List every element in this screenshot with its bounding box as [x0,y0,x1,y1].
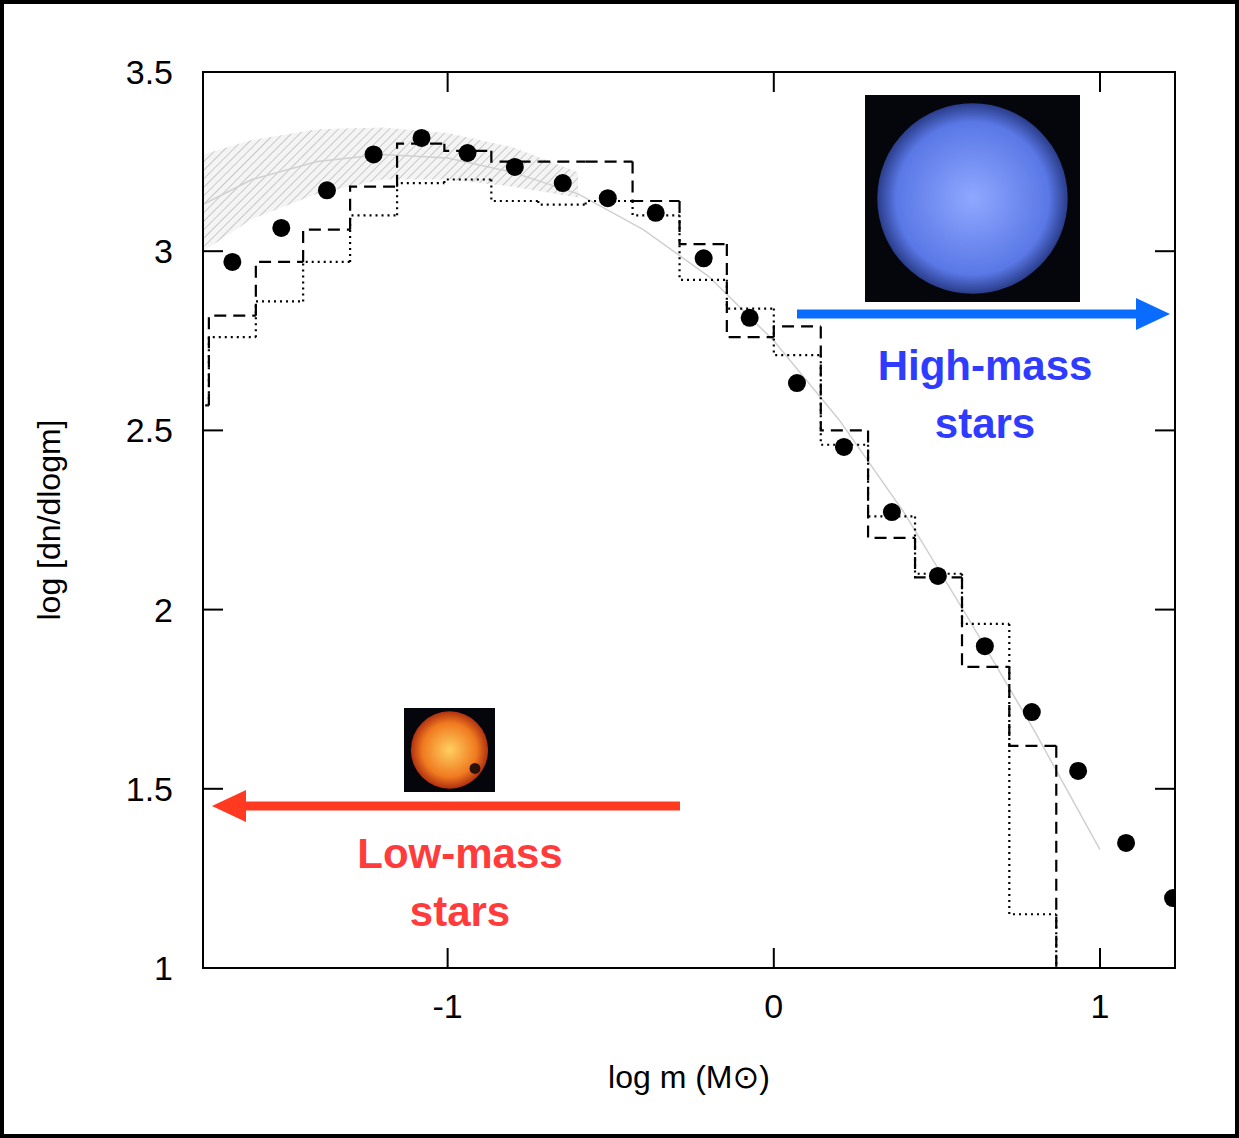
y-tick [1155,429,1175,431]
histogram-step [303,230,350,262]
star-icon-bg [404,708,495,792]
planet-icon [470,763,481,774]
plot-frame [203,72,1175,968]
y-tick [203,71,223,73]
data-point [976,637,994,655]
histogram-step [821,326,868,430]
data-point [459,144,477,162]
histogram-step [727,244,774,337]
data-point [1069,762,1087,780]
x-axis-title: log m (M⊙) [608,1059,770,1095]
histogram-step [209,316,256,406]
data-point [506,158,524,176]
histogram-edge [1055,746,1057,968]
histogram-step [397,144,444,187]
histogram-step [633,162,680,201]
y-tick-label: 1.5 [126,770,173,808]
histogram-step [1009,667,1056,746]
histogram-step [774,326,821,337]
x-tick [773,948,775,968]
data-point [554,174,572,192]
histogram-step [350,187,397,230]
star-icon [411,711,488,788]
data-point [1023,703,1041,721]
x-tick [447,948,449,968]
y-tick [203,429,223,431]
data-point [272,219,290,237]
star-icon [877,103,1067,293]
histogram-step [1009,624,1056,914]
histogram-step [538,201,585,205]
data-point [835,438,853,456]
data-point [365,145,383,163]
histogram-step [397,183,444,215]
histogram-step [586,161,633,163]
histogram-step [868,430,915,538]
chart: -1 0 1 1 1.5 2 2.5 3 3.5 log m (M⊙) log [dn/dlogm]… [0,0,1239,1138]
x-tick [1099,72,1101,92]
histogram-edge [1055,914,1057,968]
y-tick-label: 2.5 [126,411,173,449]
y-axis-title: log [dn/dlogm] [31,419,67,620]
data-point [883,503,901,521]
x-tick-label: 1 [1091,987,1110,1025]
x-tick [447,72,449,92]
y-tick [1155,250,1175,252]
x-tick [773,72,775,92]
histogram-step [256,262,303,316]
y-tick [203,250,223,252]
histogram-step [680,201,727,244]
data-point [788,374,806,392]
x-tick-label: 0 [764,987,783,1025]
background [4,4,1235,1134]
y-tick [1155,788,1175,790]
x-tick [1099,948,1101,968]
histogram-step [303,262,350,301]
arrow-head [1136,298,1170,330]
x-tick-label: -1 [433,987,463,1025]
histogram-step [821,355,868,445]
y-tick [1155,71,1175,73]
histogram-step [962,577,1009,667]
histogram-step [538,161,585,163]
y-tick [1155,609,1175,611]
y-tick [203,967,223,969]
histogram-step [444,180,491,184]
data-point [1117,834,1135,852]
arrow-shaft [240,802,680,811]
histogram-step [350,215,397,262]
histogram-step [962,574,1009,624]
star-icon-bg [865,95,1080,302]
y-tick-label: 3.5 [126,53,173,91]
y-tick-label: 3 [154,232,173,270]
annotation: High-massstars [878,342,1093,447]
data-point [599,189,617,207]
data-point [929,567,947,585]
y-tick-label: 2 [154,591,173,629]
y-tick [203,788,223,790]
data-point [695,249,713,267]
outer-frame [0,0,1239,1138]
histogram-step [491,180,538,202]
data-point [223,253,241,271]
histogram-step [209,337,256,405]
data-point [1164,889,1175,907]
data-point [647,204,665,222]
data-point [413,129,431,147]
arrow-shaft [797,310,1142,319]
histogram-step [680,215,727,280]
y-tick [203,609,223,611]
histogram-step [915,516,962,573]
histogram-step [727,280,774,309]
model-band [203,128,578,252]
annotation: Low-massstars [357,830,562,935]
data-point [741,309,759,327]
arrow-head [212,790,246,822]
histogram-step [256,301,303,337]
y-tick-label: 1 [154,949,173,987]
y-tick [1155,967,1175,969]
data-point [318,181,336,199]
